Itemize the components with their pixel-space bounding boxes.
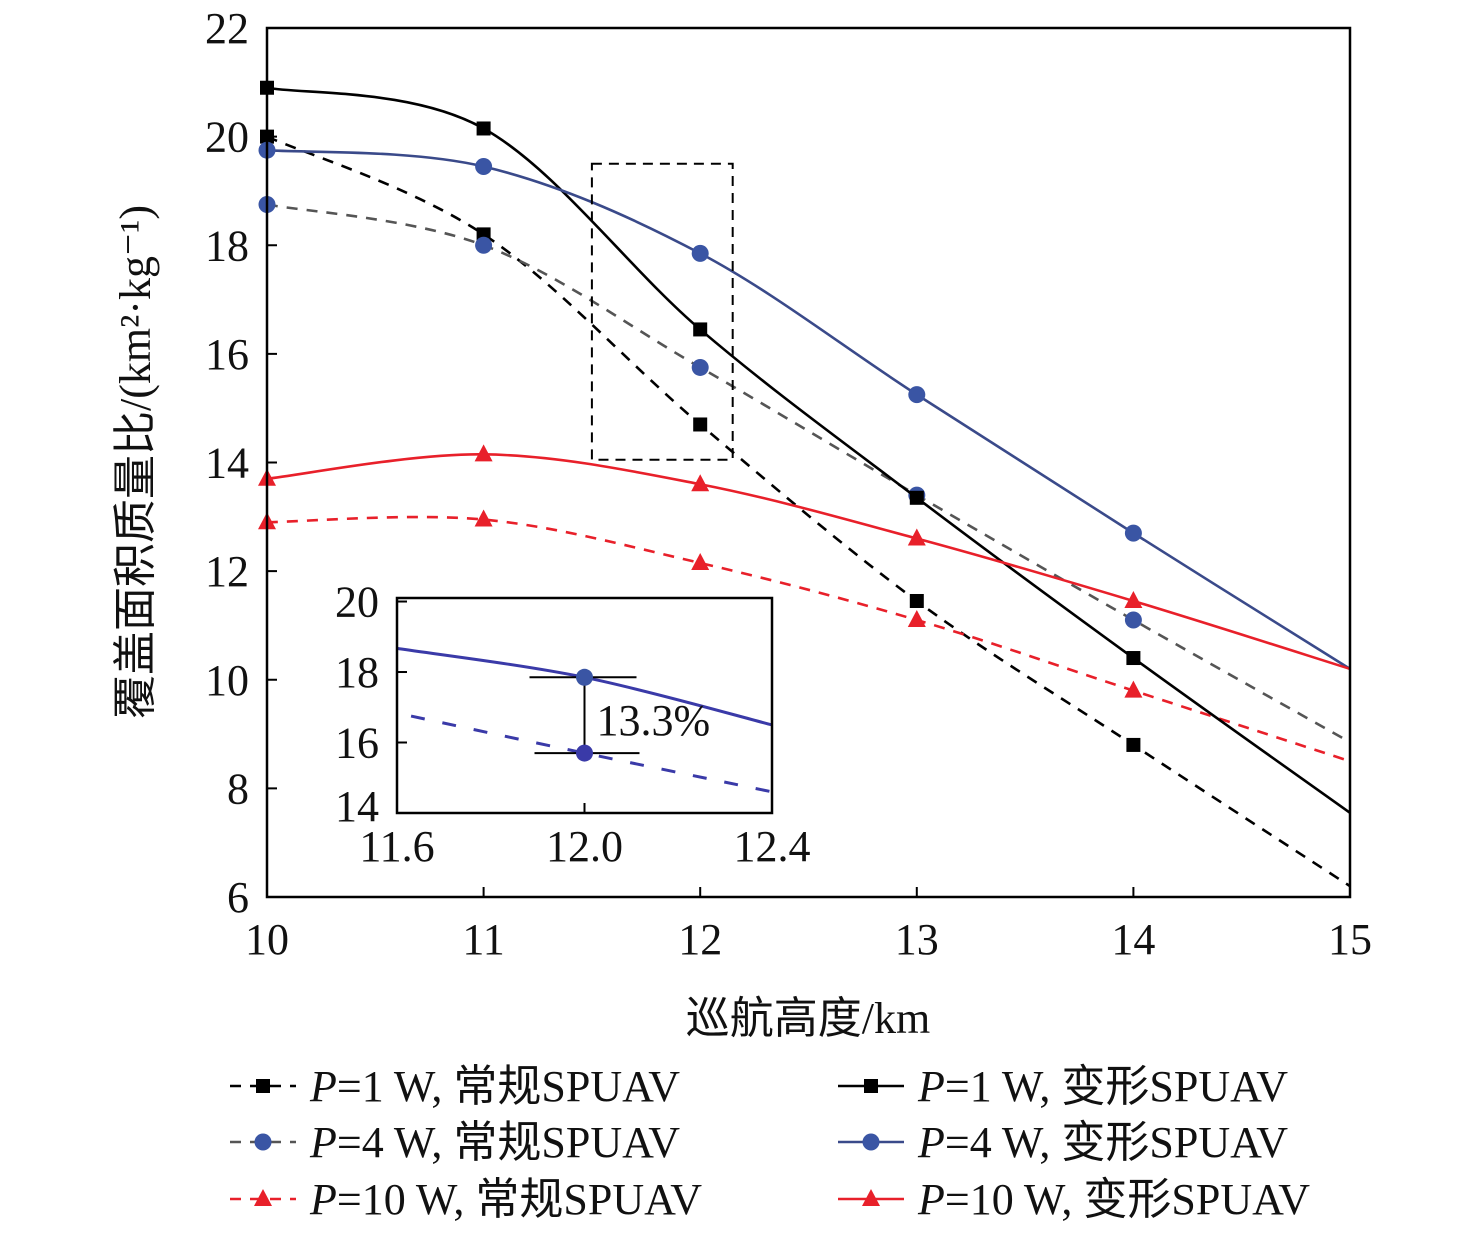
data-point bbox=[475, 236, 493, 254]
y-tick-label: 14 bbox=[205, 439, 249, 488]
legend-marker bbox=[254, 1189, 272, 1206]
y-tick-label: 22 bbox=[205, 4, 249, 53]
series-3 bbox=[260, 80, 1351, 814]
inset-x-tick-label: 12.0 bbox=[546, 822, 623, 871]
x-tick-label: 13 bbox=[895, 915, 939, 964]
series-0 bbox=[260, 129, 1351, 888]
inset-y-tick-label: 18 bbox=[335, 648, 379, 697]
y-tick-label: 8 bbox=[227, 764, 249, 813]
x-tick-label: 15 bbox=[1328, 915, 1372, 964]
data-point bbox=[476, 121, 491, 136]
series-5 bbox=[258, 444, 1351, 671]
series-line bbox=[266, 203, 1351, 744]
data-point bbox=[908, 386, 926, 404]
series-2 bbox=[258, 509, 1351, 763]
series-line bbox=[266, 148, 1351, 670]
data-point bbox=[475, 157, 493, 175]
data-point bbox=[1126, 651, 1141, 666]
legend-entry: P=4 W, 变形SPUAV bbox=[838, 1118, 1288, 1167]
data-point bbox=[693, 417, 708, 432]
legend-marker bbox=[862, 1189, 880, 1206]
legend-marker bbox=[256, 1079, 270, 1093]
inset-dashed-line bbox=[410, 714, 773, 794]
inset-point bbox=[576, 668, 593, 686]
legend-entry: P=1 W, 变形SPUAV bbox=[838, 1062, 1288, 1111]
inset-x-tick-label: 11.6 bbox=[359, 822, 434, 871]
inset-point bbox=[576, 744, 593, 762]
legend-label: P=4 W, 常规SPUAV bbox=[309, 1118, 680, 1167]
series-line bbox=[266, 515, 1351, 763]
data-point bbox=[693, 322, 708, 337]
legend-marker bbox=[254, 1133, 272, 1151]
data-point bbox=[909, 593, 924, 608]
legend-marker bbox=[862, 1133, 880, 1151]
data-point bbox=[691, 552, 710, 570]
x-tick-label: 14 bbox=[1111, 915, 1155, 964]
x-tick-label: 12 bbox=[678, 915, 722, 964]
data-point bbox=[691, 474, 710, 492]
legend-entry: P=10 W, 变形SPUAV bbox=[838, 1175, 1310, 1224]
legend-marker bbox=[864, 1079, 878, 1093]
highlight-box bbox=[590, 162, 734, 461]
legend-label: P=1 W, 常规SPUAV bbox=[309, 1062, 680, 1111]
series-line bbox=[266, 453, 1351, 671]
y-axis-label: 覆盖面积质量比/(km²·kg⁻¹) bbox=[111, 205, 160, 719]
y-tick-label: 10 bbox=[205, 656, 249, 705]
data-point bbox=[691, 244, 709, 262]
legend: P=1 W, 常规SPUAV P=4 W, 常规SPUAV P=10 W, 常规SP… bbox=[230, 1062, 1310, 1224]
y-tick-label: 20 bbox=[205, 113, 249, 162]
x-axis-label: 巡航高度/km bbox=[686, 994, 930, 1043]
data-point bbox=[1124, 590, 1143, 608]
series-4 bbox=[258, 141, 1351, 670]
data-point bbox=[474, 444, 493, 462]
data-point bbox=[909, 490, 924, 505]
data-point bbox=[474, 509, 493, 527]
inset-y-tick-label: 14 bbox=[335, 782, 379, 831]
legend-entry: P=1 W, 常规SPUAV bbox=[230, 1062, 680, 1111]
data-point bbox=[1124, 680, 1143, 698]
data-point bbox=[907, 610, 926, 628]
inset-x-tick-label: 12.4 bbox=[734, 822, 811, 871]
legend-entry: P=10 W, 常规SPUAV bbox=[230, 1175, 702, 1224]
main-plot: 10 11 12 13 14 15 6 8 10 12 14 16 18 20 22 bbox=[205, 4, 1372, 964]
y-tick-label: 16 bbox=[205, 330, 249, 379]
y-tick-label: 18 bbox=[205, 221, 249, 270]
annotation-label: 13.3% bbox=[597, 696, 711, 745]
data-point bbox=[1124, 611, 1142, 629]
legend-label: P=10 W, 变形SPUAV bbox=[917, 1175, 1310, 1224]
series-line bbox=[266, 86, 1351, 814]
inset-plot: 13.3% 11.6 12.0 12.4 14 16 18 20 bbox=[335, 578, 811, 871]
data-point bbox=[1124, 524, 1142, 542]
legend-label: P=4 W, 变形SPUAV bbox=[917, 1118, 1288, 1167]
y-tick-label: 12 bbox=[205, 547, 249, 596]
inset-y-tick-label: 20 bbox=[335, 578, 379, 627]
inset-y-tick-label: 16 bbox=[335, 719, 379, 768]
data-point bbox=[907, 528, 926, 546]
data-point bbox=[1126, 737, 1141, 752]
y-tick-label: 6 bbox=[227, 873, 249, 922]
legend-entry: P=4 W, 常规SPUAV bbox=[230, 1118, 680, 1167]
x-tick-label: 11 bbox=[462, 915, 504, 964]
legend-label: P=10 W, 常规SPUAV bbox=[309, 1175, 702, 1224]
x-tick-label: 10 bbox=[245, 915, 289, 964]
series-line bbox=[266, 135, 1351, 888]
legend-label: P=1 W, 变形SPUAV bbox=[917, 1062, 1288, 1111]
data-point bbox=[691, 358, 709, 376]
